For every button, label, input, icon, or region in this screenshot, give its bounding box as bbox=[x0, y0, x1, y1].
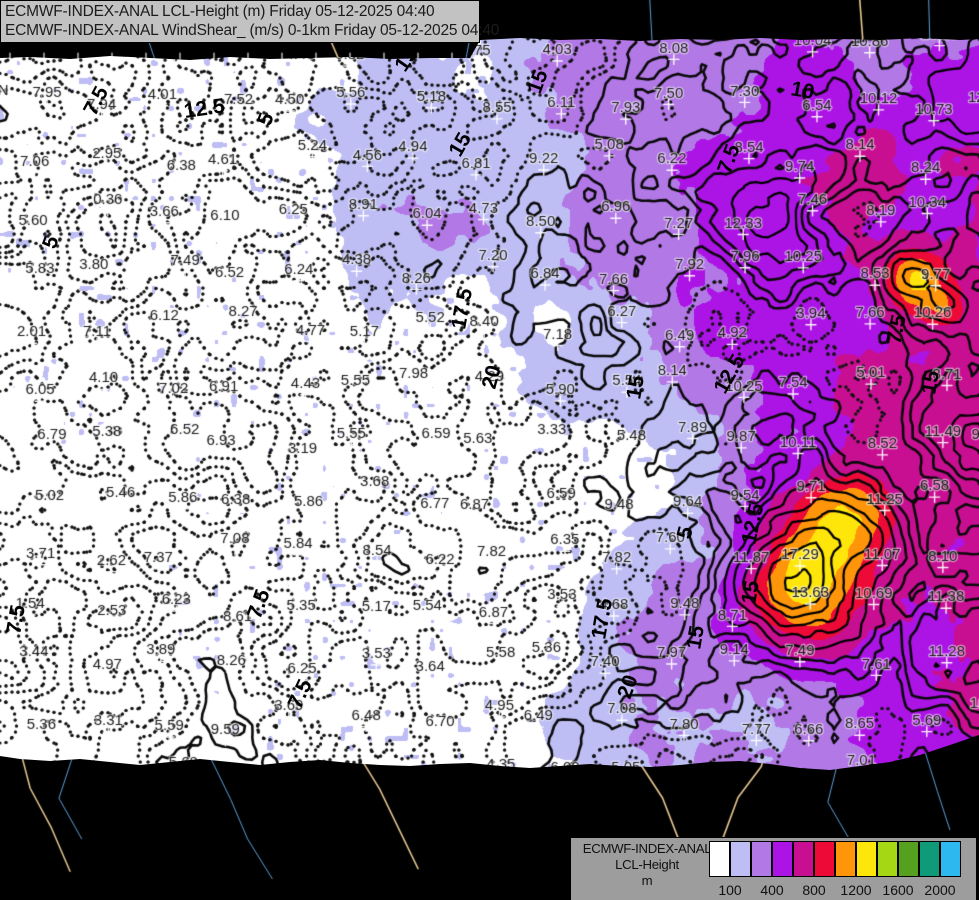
svg-text:7.5: 7.5 bbox=[2, 603, 30, 636]
svg-text:17.5: 17.5 bbox=[587, 596, 617, 641]
svg-text:15: 15 bbox=[444, 128, 476, 160]
svg-text:5: 5 bbox=[38, 233, 64, 252]
svg-text:5: 5 bbox=[673, 524, 698, 542]
svg-text:15: 15 bbox=[390, 43, 422, 76]
svg-text:10: 10 bbox=[789, 77, 816, 104]
svg-text:15: 15 bbox=[917, 369, 944, 396]
svg-text:15: 15 bbox=[737, 579, 764, 606]
svg-text:15: 15 bbox=[622, 374, 649, 401]
svg-text:12.5: 12.5 bbox=[737, 501, 768, 546]
svg-text:12.5: 12.5 bbox=[182, 94, 226, 123]
svg-text:15: 15 bbox=[682, 624, 709, 651]
svg-text:7.5: 7.5 bbox=[284, 676, 317, 712]
svg-text:7.5: 7.5 bbox=[713, 141, 745, 177]
svg-text:5: 5 bbox=[974, 51, 979, 73]
svg-text:17.5: 17.5 bbox=[447, 286, 477, 331]
svg-text:20: 20 bbox=[613, 672, 643, 702]
svg-text:7.5: 7.5 bbox=[79, 82, 113, 119]
svg-text:12.5: 12.5 bbox=[709, 350, 750, 397]
svg-text:5: 5 bbox=[253, 110, 279, 129]
svg-text:7.5: 7.5 bbox=[882, 312, 911, 346]
svg-text:20: 20 bbox=[478, 363, 506, 392]
svg-text:15: 15 bbox=[523, 67, 553, 97]
svg-text:7.5: 7.5 bbox=[243, 586, 275, 622]
